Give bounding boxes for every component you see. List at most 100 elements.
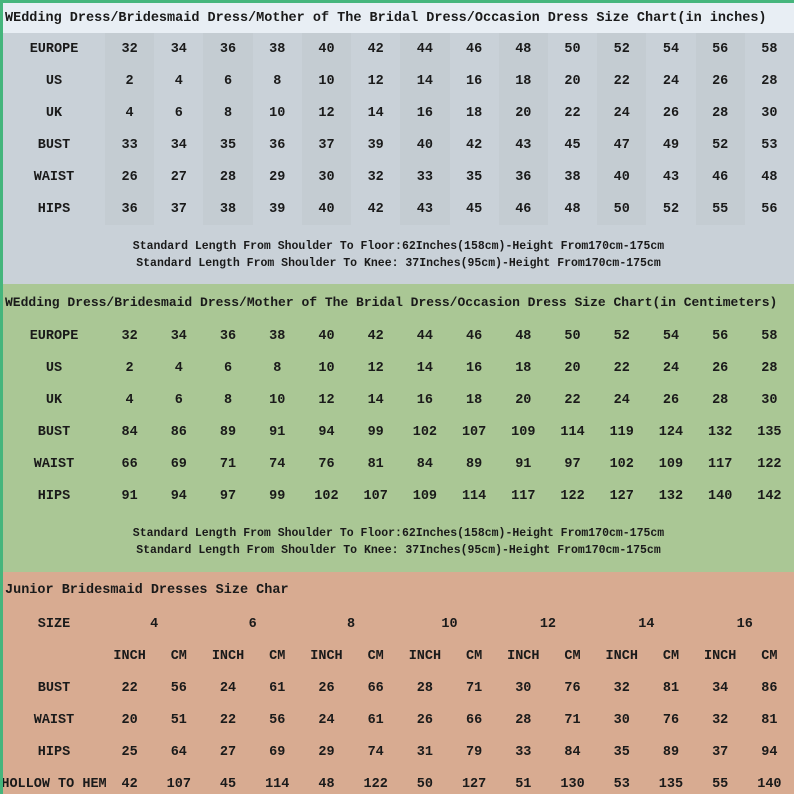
unit-header: CM [662, 648, 680, 664]
size-value: 44 [416, 328, 433, 344]
size-value: 99 [367, 424, 384, 440]
size-value: 66 [466, 712, 483, 728]
size-value: 16 [416, 392, 433, 408]
size-value: 37 [712, 744, 729, 760]
size-value: 4 [105, 97, 154, 129]
row-label: UK [45, 392, 63, 408]
size-value: 44 [400, 33, 449, 65]
size-value: 42 [367, 328, 384, 344]
size-value: 4 [125, 392, 134, 408]
size-value: 50 [564, 328, 581, 344]
size-value: 4 [174, 73, 183, 89]
size-value: 36 [105, 193, 154, 225]
size-value: 26 [105, 161, 154, 193]
size-value: 24 [613, 392, 630, 408]
size-value: 51 [170, 712, 187, 728]
size-value: 107 [363, 488, 388, 504]
size-value: 127 [609, 488, 634, 504]
note-shoulder-to-knee: Standard Length From Shoulder To Knee: 3… [136, 544, 661, 557]
size-value: 74 [367, 744, 384, 760]
size-value: 54 [662, 328, 680, 344]
note-shoulder-to-floor: Standard Length From Shoulder To Floor:6… [132, 527, 665, 540]
size-value: 28 [515, 712, 532, 728]
size-value: 52 [662, 201, 680, 217]
row-label: BUST [37, 680, 71, 696]
size-value: 35 [466, 169, 483, 185]
unit-header: INCH [310, 648, 343, 664]
size-value: 32 [613, 680, 630, 696]
size-value: 37 [170, 201, 187, 217]
size-value: 10 [318, 360, 335, 376]
size-value: 32 [712, 712, 729, 728]
size-value: 6 [203, 65, 252, 97]
size-value: 20 [564, 360, 581, 376]
size-value: 46 [466, 41, 483, 57]
size-value: 31 [416, 744, 433, 760]
section-centimeters-table: EUROPE 32 34 36 38 40 42 44 46 48 50 52 54 56 58 US 2 4 6 8… [3, 320, 794, 512]
size-value: 8 [223, 392, 233, 408]
size-value: 39 [269, 201, 286, 217]
size-value: 29 [318, 744, 335, 760]
size-value: 132 [658, 488, 684, 504]
size-value: 8 [273, 73, 282, 89]
size-value: 53 [613, 776, 630, 792]
size-value: 71 [466, 680, 483, 696]
row-label: EUROPE [29, 328, 79, 344]
size-value: 48 [318, 776, 335, 792]
unit-header: CM [367, 648, 384, 664]
size-value: 51 [515, 776, 532, 792]
size-value: 140 [708, 488, 733, 504]
section-inches-table: EUROPE 32 34 36 38 40 42 44 46 48 50 52 54 56 58 US 2 4 6 8… [3, 33, 794, 225]
size-value: 102 [412, 424, 438, 440]
size-value: 28 [696, 97, 745, 129]
unit-row-label [3, 640, 105, 672]
size-value: 24 [662, 73, 680, 89]
unit-header: CM [170, 648, 187, 664]
size-value: 94 [318, 424, 335, 440]
size-value: 81 [662, 680, 680, 696]
size-value: 42 [367, 41, 384, 57]
size-value: 36 [219, 328, 237, 344]
size-value: 30 [761, 105, 778, 121]
row-label: WAIST [33, 169, 75, 185]
size-value: 122 [560, 488, 585, 504]
size-value: 40 [302, 193, 351, 225]
size-value: 22 [564, 105, 581, 121]
size-header: 4 [150, 616, 159, 632]
size-value: 58 [761, 328, 778, 344]
size-value: 50 [564, 41, 581, 57]
size-value: 36 [269, 137, 286, 153]
size-value: 12 [302, 97, 351, 129]
size-header: 8 [347, 616, 356, 632]
size-value: 117 [708, 456, 733, 472]
size-value: 14 [367, 392, 384, 408]
size-value: 27 [170, 169, 187, 185]
size-value: 26 [416, 712, 433, 728]
size-value: 66 [121, 456, 138, 472]
size-value: 56 [269, 712, 286, 728]
size-value: 76 [662, 712, 680, 728]
size-value: 38 [269, 41, 286, 57]
size-value: 26 [318, 680, 335, 696]
size-value: 48 [564, 201, 581, 217]
size-value: 109 [511, 424, 536, 440]
unit-header: CM [761, 648, 778, 664]
size-value: 69 [170, 456, 187, 472]
size-value: 40 [597, 161, 646, 193]
row-label: WAIST [33, 712, 75, 728]
section-inches-title: WEdding Dress/Bridesmaid Dress/Mother of… [3, 3, 794, 33]
size-value: 34 [712, 680, 729, 696]
size-value: 127 [461, 776, 487, 792]
size-value: 40 [302, 33, 351, 65]
size-value: 84 [564, 744, 581, 760]
size-value: 20 [121, 712, 138, 728]
size-value: 102 [314, 488, 339, 504]
size-value: 2 [105, 65, 154, 97]
size-value: 36 [499, 161, 548, 193]
size-value: 94 [761, 744, 778, 760]
size-value: 47 [597, 129, 646, 161]
size-value: 2 [125, 360, 134, 376]
section-centimeters-notes: Standard Length From Shoulder To Floor:6… [3, 525, 794, 559]
size-value: 34 [170, 137, 187, 153]
size-value: 122 [363, 776, 388, 792]
